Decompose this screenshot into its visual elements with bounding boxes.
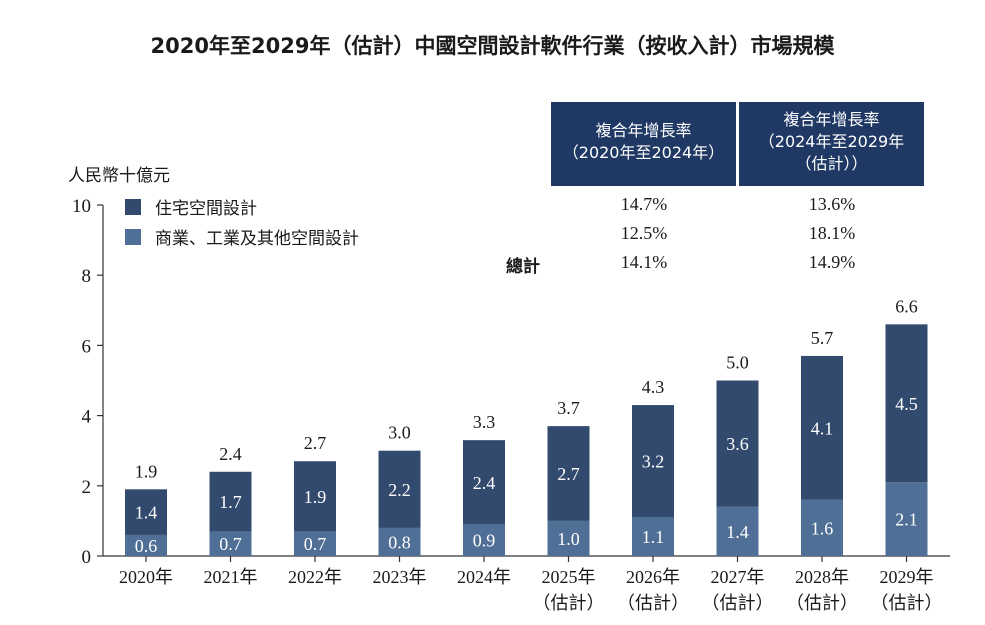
- bar-commercial: [378, 527, 421, 556]
- data-label-total: 6.6: [895, 296, 918, 316]
- x-tick-label: （估計）: [533, 593, 605, 613]
- bar-commercial: [632, 517, 674, 556]
- x-tick-label: （估計）: [702, 593, 774, 613]
- cagr-header-line: 複合年增長率: [595, 121, 692, 140]
- legend-label-residential: 住宅空間設計: [155, 199, 257, 219]
- x-tick-label: 2024年: [457, 567, 511, 587]
- x-tick-label: 2021年: [204, 567, 258, 587]
- data-label-total: 3.3: [473, 412, 496, 432]
- y-tick-label: 2: [82, 477, 92, 498]
- bar-residential: [463, 440, 505, 525]
- bar-residential: [125, 489, 167, 535]
- y-tick-label: 0: [82, 547, 92, 568]
- bar-residential: [209, 471, 252, 532]
- x-tick-label: 2029年: [880, 567, 934, 587]
- cagr-total-label: 總計: [506, 257, 540, 277]
- data-label-total: 2.4: [219, 444, 242, 464]
- data-label-commercial: 0.7: [219, 534, 242, 554]
- data-label-total: 4.3: [642, 377, 665, 397]
- data-label-commercial: 1.0: [557, 529, 580, 549]
- cagr-residential-2024-2029: 13.6%: [808, 194, 856, 214]
- data-label-residential: 2.2: [388, 480, 411, 500]
- legend-swatch-residential: [125, 198, 141, 215]
- bar-commercial: [801, 499, 843, 556]
- bar-residential: [716, 380, 759, 507]
- data-label-commercial: 1.4: [726, 522, 749, 542]
- data-label-residential: 4.5: [895, 394, 918, 414]
- y-tick-label: 4: [82, 407, 92, 428]
- y-axis-unit: 人民幣十億元: [68, 166, 170, 186]
- cagr-header-line: （2020年至2024年）: [562, 143, 725, 162]
- bar-commercial: [547, 520, 590, 556]
- x-tick-label: 2020年: [119, 567, 173, 587]
- bar-residential: [801, 355, 843, 500]
- cagr-residential-2020-2024: 14.7%: [620, 194, 668, 214]
- bar-residential: [294, 461, 336, 532]
- data-label-residential: 4.1: [811, 418, 834, 438]
- bar-commercial: [885, 482, 928, 556]
- data-label-total: 1.9: [135, 461, 158, 481]
- legend-residential: 住宅空間設計: [125, 194, 257, 219]
- x-tick-label: 2027年: [711, 567, 765, 587]
- x-tick-label: （估計）: [871, 593, 943, 613]
- data-label-total: 3.7: [557, 398, 580, 418]
- x-tick-label: 2025年: [542, 567, 596, 587]
- cagr-header-2024-2029: 複合年增長率 （2024年至2029年 （估計））: [739, 102, 924, 186]
- data-label-commercial: 0.8: [388, 532, 411, 552]
- x-tick-label: 2028年: [795, 567, 849, 587]
- bar-commercial: [125, 534, 167, 556]
- data-label-commercial: 0.6: [135, 536, 158, 556]
- y-tick-label: 10: [72, 196, 91, 217]
- cagr-commercial-2020-2024: 12.5%: [620, 223, 668, 243]
- bar-commercial: [463, 524, 505, 556]
- y-tick-label: 6: [82, 336, 92, 357]
- data-label-residential: 2.4: [473, 473, 496, 493]
- data-label-commercial: 2.1: [895, 510, 918, 530]
- data-label-total: 2.7: [304, 433, 327, 453]
- chart-title: 2020年至2029年（估計）中國空間設計軟件行業（按收入計）市場規模: [150, 34, 835, 58]
- x-tick-label: （估計）: [617, 593, 689, 613]
- legend-swatch-commercial: [125, 228, 141, 245]
- bar-commercial: [716, 506, 759, 556]
- y-tick-label: 8: [82, 266, 92, 287]
- legend-label-commercial: 商業、工業及其他空間設計: [155, 229, 359, 249]
- bar-residential: [378, 450, 421, 528]
- data-label-total: 5.7: [811, 328, 834, 348]
- data-label-residential: 1.9: [304, 487, 327, 507]
- data-label-commercial: 1.1: [642, 527, 665, 547]
- cagr-total-2020-2024: 14.1%: [620, 252, 668, 272]
- legend-commercial: 商業、工業及其他空間設計: [125, 224, 359, 249]
- cagr-header-line: （估計））: [795, 154, 868, 173]
- data-label-total: 5.0: [726, 353, 749, 373]
- data-label-commercial: 0.9: [473, 531, 496, 551]
- bar-residential: [547, 426, 590, 521]
- data-label-residential: 3.2: [642, 452, 665, 472]
- bar-residential: [885, 324, 928, 483]
- x-tick-label: （估計）: [786, 593, 858, 613]
- cagr-header-2020-2024: 複合年增長率 （2020年至2024年）: [551, 102, 736, 186]
- data-label-total: 3.0: [388, 423, 411, 443]
- bar-commercial: [209, 531, 252, 556]
- cagr-header-line: 複合年增長率: [783, 110, 880, 129]
- data-label-commercial: 0.7: [304, 534, 327, 554]
- data-label-residential: 1.7: [219, 492, 242, 512]
- x-tick-label: 2022年: [288, 567, 342, 587]
- bar-commercial: [294, 531, 336, 556]
- data-label-commercial: 1.6: [811, 518, 834, 538]
- cagr-header-line: （2024年至2029年: [758, 132, 905, 151]
- cagr-commercial-2024-2029: 18.1%: [808, 223, 856, 243]
- data-label-residential: 2.7: [557, 464, 580, 484]
- data-label-residential: 3.6: [726, 434, 749, 454]
- x-tick-label: 2026年: [626, 567, 680, 587]
- data-label-residential: 1.4: [135, 503, 158, 523]
- bar-residential: [632, 405, 674, 518]
- cagr-total-2024-2029: 14.9%: [808, 252, 856, 272]
- x-tick-label: 2023年: [373, 567, 427, 587]
